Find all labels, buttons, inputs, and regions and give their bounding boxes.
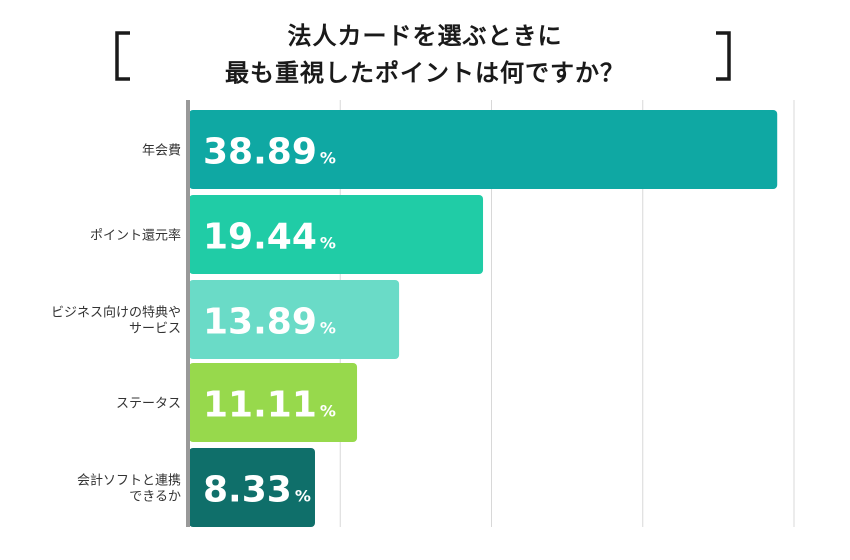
category-label-2-0: ビジネス向けの特典や: [51, 305, 181, 321]
title-right-bracket: [716, 31, 731, 81]
title-left-bracket: [115, 31, 130, 81]
bar-1: [189, 195, 484, 274]
chart-title-line-2: 最も重視したポイントは何ですか？: [225, 59, 625, 87]
category-label-4-1: できるか: [129, 490, 181, 505]
chart-title-line-1: 法人カードを選ぶときに: [287, 22, 563, 50]
category-label-2-1: サービス: [129, 322, 181, 337]
category-label-3-0: ステータス: [116, 397, 181, 412]
data-label-0: 38.89%: [203, 132, 336, 173]
category-label-4-0: 会計ソフトと連携: [77, 473, 181, 489]
bar-2: [189, 280, 400, 359]
bar-4: [189, 448, 315, 527]
data-label-4: 8.33%: [203, 470, 311, 511]
category-label-1-0: ポイント還元率: [90, 228, 181, 244]
data-label-3: 11.11%: [203, 385, 336, 426]
bar-0: [189, 110, 778, 189]
bar-3: [189, 363, 358, 442]
data-label-2: 13.89%: [203, 302, 336, 343]
category-label-0-0: 年会費: [142, 144, 181, 159]
data-label-1: 19.44%: [203, 217, 336, 258]
